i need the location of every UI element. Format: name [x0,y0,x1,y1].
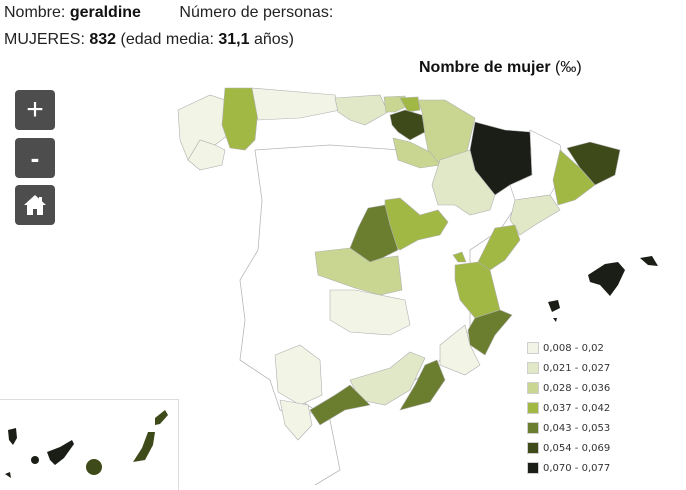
age-value: 31,1 [218,31,250,48]
island-fuerteventura[interactable] [133,432,155,462]
province-sevilla[interactable] [274,344,323,406]
name-line: Nombre: geraldine Número de personas: [4,4,333,22]
women-line: MUJERES: 832 (edad media: 31,1 años) [4,31,294,49]
legend-swatch [527,362,539,374]
island-gran-canaria[interactable] [86,459,102,475]
province-pontevedra[interactable] [187,139,226,171]
legend: 0,008 - 0,02 0,021 - 0,027 0,028 - 0,036 0,… [527,338,610,478]
legend-swatch [527,402,539,414]
island-el-hierro[interactable] [5,472,11,478]
legend-label: 0,043 - 0,053 [543,422,611,434]
legend-label: 0,070 - 0,077 [543,462,611,474]
legend-item: 0,037 - 0,042 [527,398,610,418]
legend-label: 0,037 - 0,042 [543,402,611,414]
province-malaga[interactable] [309,384,371,426]
name-value: geraldine [69,4,141,21]
age-suffix: años) [253,31,294,48]
legend-item: 0,028 - 0,036 [527,378,610,398]
map-title-text: Nombre de mujer [419,59,551,76]
province-cantabria[interactable] [334,94,389,126]
island-la-palma[interactable] [8,428,17,445]
province-barcelona[interactable] [552,149,596,206]
legend-label: 0,008 - 0,02 [543,342,604,354]
zoom-in-button[interactable]: + [15,90,55,130]
age-prefix: (edad media: [120,31,214,48]
women-label: MUJERES: [4,31,85,48]
plus-icon: + [26,93,44,126]
legend-swatch [527,442,539,454]
home-icon [24,195,46,215]
baleares-group [548,256,658,322]
count-label: Número de personas: [179,4,334,21]
legend-swatch [527,422,539,434]
home-button[interactable] [15,185,55,225]
province-almeria[interactable] [399,359,446,411]
legend-item: 0,043 - 0,053 [527,418,610,438]
province-asturias[interactable] [251,87,341,121]
province-toledo[interactable] [314,247,403,296]
legend-item: 0,008 - 0,02 [527,338,610,358]
province-rincon-ademuz[interactable] [452,251,467,263]
island-menorca[interactable] [640,256,658,266]
island-formentera[interactable] [553,318,557,322]
province-cadiz[interactable] [279,399,313,441]
women-count: 832 [89,31,117,48]
province-guipuzcoa[interactable] [399,96,421,113]
province-zaragoza[interactable] [431,149,496,216]
legend-label: 0,028 - 0,036 [543,382,611,394]
minus-icon: - [30,143,40,173]
legend-item: 0,021 - 0,027 [527,358,610,378]
canarias-inset-frame [0,399,179,490]
island-lanzarote[interactable] [155,410,168,425]
island-la-gomera[interactable] [31,456,39,464]
name-label: Nombre: [4,4,66,21]
legend-swatch [527,382,539,394]
province-lugo[interactable] [221,87,259,151]
map-title-unit: (‰) [555,59,582,76]
legend-swatch [527,462,539,474]
province-ciudad-real[interactable] [329,289,411,336]
legend-item: 0,054 - 0,069 [527,438,610,458]
island-ibiza[interactable] [548,300,560,312]
canarias-group [5,410,168,478]
province-tarragona[interactable] [509,194,561,236]
province-alicante[interactable] [467,309,513,356]
legend-item: 0,070 - 0,077 [527,458,610,478]
province-alava[interactable] [389,109,426,141]
map-title: Nombre de mujer (‰) [419,59,582,77]
legend-swatch [527,342,539,354]
legend-label: 0,054 - 0,069 [543,442,611,454]
island-tenerife[interactable] [47,440,74,465]
island-mallorca[interactable] [588,262,625,296]
legend-label: 0,021 - 0,027 [543,362,611,374]
province-murcia[interactable] [439,324,481,376]
zoom-out-button[interactable]: - [15,138,55,178]
